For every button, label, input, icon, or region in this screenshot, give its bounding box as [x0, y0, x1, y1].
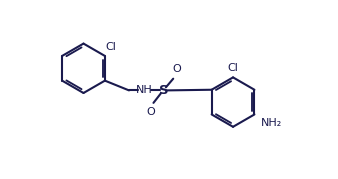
Text: Cl: Cl [105, 42, 116, 52]
Text: O: O [146, 107, 155, 117]
Text: Cl: Cl [227, 64, 239, 74]
Text: S: S [159, 84, 168, 97]
Text: NH: NH [136, 85, 152, 95]
Text: O: O [172, 64, 181, 74]
Text: NH₂: NH₂ [261, 118, 282, 128]
